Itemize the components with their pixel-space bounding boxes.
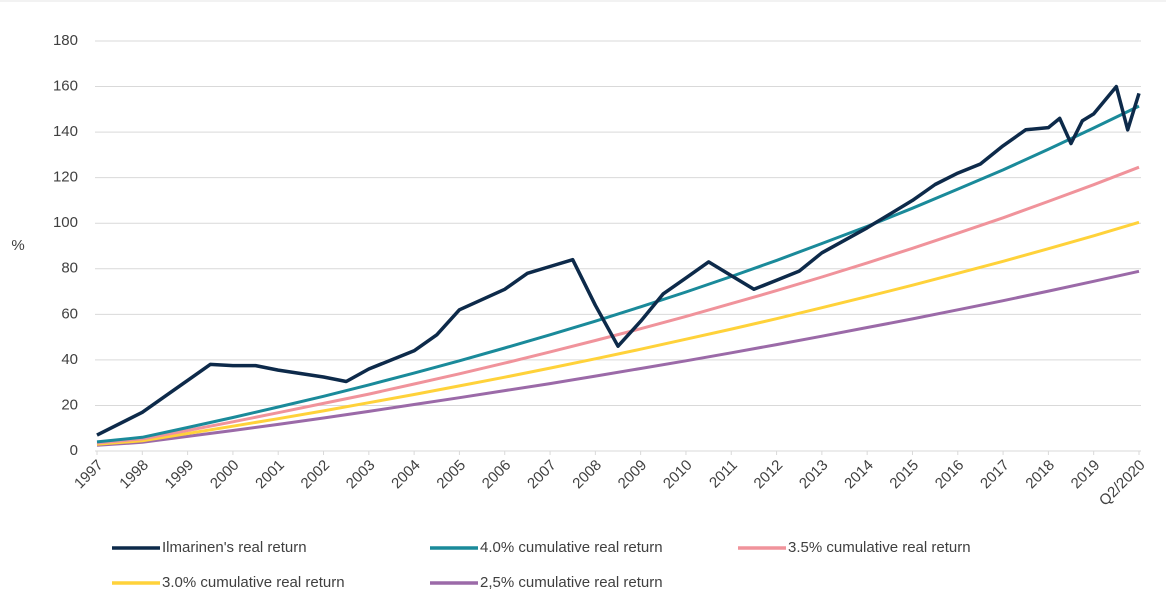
x-tick-label: 2009	[615, 457, 651, 493]
x-tick-label: 2007	[524, 457, 560, 493]
legend-label: Ilmarinen's real return	[162, 539, 307, 556]
y-tick-label: 120	[53, 169, 78, 186]
x-tick-label: Q2/2020	[1096, 457, 1149, 510]
x-tick-label: 2016	[932, 457, 968, 493]
x-tick-label: 2004	[388, 457, 424, 493]
series-line	[96, 220, 1140, 446]
y-tick-label: 160	[53, 78, 78, 95]
y-tick-label: 40	[61, 351, 78, 368]
y-tick-label: 60	[61, 305, 78, 322]
y-tick-label: 180	[53, 32, 78, 49]
x-tick-label: 2000	[207, 457, 243, 493]
legend-label: 3.5% cumulative real return	[788, 539, 971, 556]
legend-label: 2,5% cumulative real return	[480, 574, 663, 591]
series-line	[96, 269, 1140, 447]
x-tick-label: 1998	[116, 457, 152, 493]
series-line	[96, 165, 1140, 445]
x-tick-label: 1999	[162, 457, 198, 493]
legend-label: 3.0% cumulative real return	[162, 574, 345, 591]
series-line	[96, 84, 1141, 437]
y-axis-label: %	[11, 237, 24, 254]
x-tick-label: 2015	[886, 457, 922, 493]
x-tick-label: 2008	[569, 457, 605, 493]
y-tick-label: 100	[53, 214, 78, 231]
x-tick-label: 2002	[298, 457, 334, 493]
x-tick-label: 1997	[71, 457, 107, 493]
x-tick-label: 2006	[479, 457, 515, 493]
x-tick-label: 2013	[796, 457, 832, 493]
y-tick-label: 140	[53, 123, 78, 140]
x-tick-label: 2001	[252, 457, 288, 493]
x-tick-label: 2018	[1022, 457, 1058, 493]
x-tick-label: 2003	[343, 457, 379, 493]
series-line	[96, 104, 1140, 444]
x-tick-label: 2017	[977, 457, 1013, 493]
y-tick-label: 80	[61, 260, 78, 277]
x-tick-label: 2014	[841, 457, 877, 493]
x-tick-label: 2019	[1068, 457, 1104, 493]
x-tick-label: 2010	[660, 457, 696, 493]
x-tick-label: 2011	[706, 457, 741, 492]
legend-label: 4.0% cumulative real return	[480, 539, 663, 556]
x-tick-label: 2005	[433, 457, 469, 493]
y-tick-label: 0	[70, 442, 78, 459]
x-tick-label: 2012	[751, 457, 787, 493]
y-tick-label: 20	[61, 396, 78, 413]
